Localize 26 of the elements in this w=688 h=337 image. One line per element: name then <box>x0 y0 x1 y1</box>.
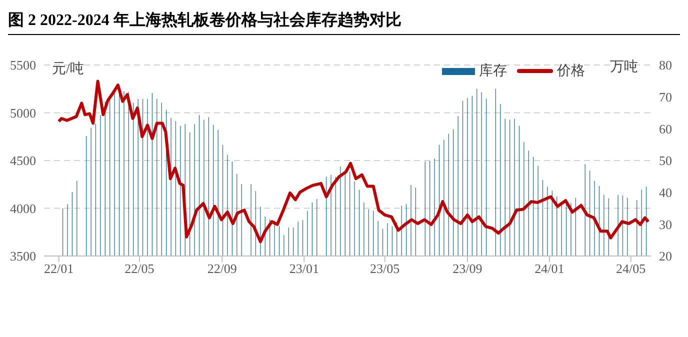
y2-axis-title: 万吨 <box>610 58 638 76</box>
y2-tick-label: 40 <box>659 184 672 200</box>
y2-tick-label: 80 <box>659 58 672 73</box>
x-tick-label: 23/09 <box>452 261 482 276</box>
x-tick-label: 24/05 <box>616 261 646 276</box>
y-tick-label: 4500 <box>10 153 36 168</box>
y2-tick-label: 60 <box>659 121 672 136</box>
x-tick-label: 22/05 <box>124 261 154 276</box>
y2-tick-label: 70 <box>659 89 672 104</box>
line-series <box>57 80 650 244</box>
y-tick-label: 5500 <box>10 58 36 73</box>
chart-title: 图 2 2022-2024 年上海热轧板卷价格与社会库存趋势对比 <box>8 10 402 31</box>
y2-tick-label: 30 <box>659 216 672 232</box>
y2-tick-label: 50 <box>659 153 672 168</box>
y-axis-title: 元/吨 <box>52 60 84 78</box>
x-tick-label: 23/05 <box>370 261 400 276</box>
x-tick-label: 23/01 <box>289 261 319 276</box>
y2-tick-label: 20 <box>659 248 672 264</box>
y-tick-label: 5000 <box>10 105 36 120</box>
x-tick-label: 22/01 <box>44 261 74 276</box>
x-tick-label: 22/09 <box>207 261 237 276</box>
legend-label: 库存 <box>479 62 507 80</box>
y-tick-label: 3500 <box>10 248 36 264</box>
legend-label: 价格 <box>557 62 585 80</box>
y-tick-label: 4000 <box>10 200 36 216</box>
x-tick-label: 24/01 <box>534 261 564 276</box>
